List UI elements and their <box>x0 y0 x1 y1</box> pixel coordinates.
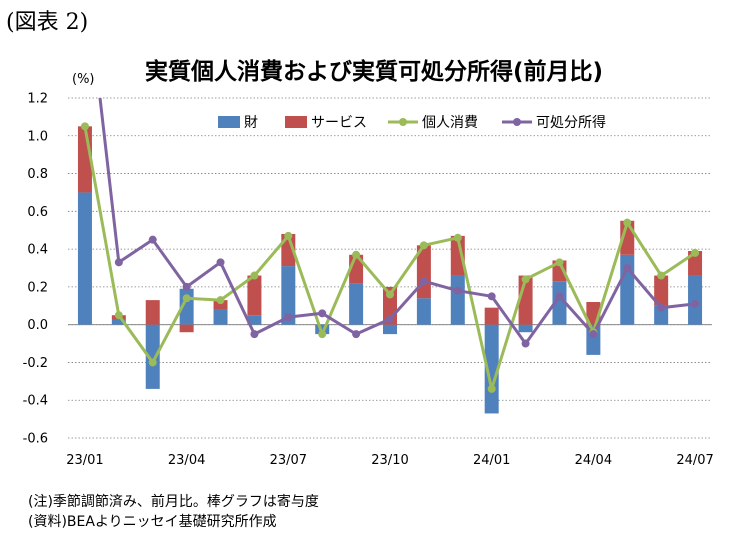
point-income <box>352 330 361 339</box>
legend-label-consumption: 個人消費 <box>422 115 478 131</box>
legend-label-income: 可処分所得 <box>536 114 606 131</box>
bars <box>77 126 703 414</box>
point-consumption <box>691 248 700 257</box>
y-tick-label: 0.2 <box>27 280 48 295</box>
y-tick-label: 1.2 <box>27 92 48 107</box>
x-tick-label: 23/10 <box>371 453 408 468</box>
y-tick-label: 1.0 <box>27 129 48 144</box>
legend: 財 サービス 個人消費 可処分所得 <box>218 114 606 131</box>
series-points <box>80 122 700 393</box>
bar-goods <box>552 281 567 325</box>
gridlines <box>68 97 712 439</box>
point-income <box>521 339 530 348</box>
chart-title: 実質個人消費および実質可処分所得(前月比) <box>144 59 604 85</box>
bar-services <box>450 235 465 276</box>
point-consumption <box>453 233 462 242</box>
y-tick-label: 0.0 <box>27 318 48 333</box>
point-income <box>419 277 428 286</box>
point-consumption <box>318 330 327 339</box>
y-tick-label: 0.8 <box>27 167 48 182</box>
bar-goods <box>281 266 296 325</box>
note-line: (注)季節調節済み、前月比。棒グラフは寄与度 <box>28 494 319 510</box>
y-axis-unit: (%) <box>72 72 95 87</box>
bar-goods <box>111 319 126 325</box>
legend-label-goods: 財 <box>244 115 258 131</box>
bar-goods <box>654 305 669 325</box>
point-income <box>148 235 157 244</box>
legend-marker-consumption <box>399 118 407 126</box>
bar-goods <box>315 324 330 335</box>
point-income <box>623 264 632 272</box>
legend-swatch-goods <box>218 116 240 128</box>
x-tick-label: 23/04 <box>168 453 205 468</box>
point-income <box>691 299 700 308</box>
point-income <box>453 286 462 295</box>
point-consumption <box>250 271 259 280</box>
bar-goods <box>383 324 397 335</box>
figure-label: (図表 2) <box>6 10 89 35</box>
y-tick-label: -0.6 <box>23 432 48 447</box>
bar-goods <box>349 283 364 325</box>
y-tick-label: 0.6 <box>27 205 48 220</box>
bar-services <box>247 275 262 316</box>
bar-goods <box>145 324 160 389</box>
y-tick-label: -0.4 <box>23 394 48 409</box>
point-consumption <box>80 122 89 131</box>
point-consumption <box>114 311 123 320</box>
y-tick-labels: 1.2 1.0 0.8 0.6 0.4 0.2 0.0 -0.2 -0.4 -0.6 <box>23 92 48 447</box>
x-tick-label: 23/01 <box>66 453 103 468</box>
source-line: (資料)BEAよりニッセイ基礎研究所作成 <box>28 514 277 530</box>
x-tick-label: 24/07 <box>676 453 713 468</box>
bar-goods <box>518 324 533 333</box>
bar-goods <box>416 298 431 325</box>
legend-label-services: サービス <box>311 115 367 131</box>
bar-services <box>145 300 160 325</box>
bar-services <box>484 307 499 325</box>
y-tick-label: -0.2 <box>23 356 48 371</box>
bar-goods <box>484 324 499 414</box>
point-income <box>250 330 259 339</box>
bar-services <box>688 251 703 276</box>
bar-goods <box>77 192 92 325</box>
point-consumption <box>352 250 361 259</box>
x-tick-label: 24/04 <box>575 453 612 468</box>
legend-marker-income <box>513 118 521 126</box>
bar-services <box>654 275 669 306</box>
y-tick-label: 0.4 <box>27 243 48 258</box>
point-income <box>284 313 293 322</box>
point-consumption <box>419 241 428 250</box>
bar-services <box>213 300 228 310</box>
bar-goods <box>450 275 465 325</box>
bar-goods <box>213 309 228 325</box>
notes: (注)季節調節済み、前月比。棒グラフは寄与度 (資料)BEAよりニッセイ基礎研究… <box>28 492 319 532</box>
bar-services <box>179 324 194 333</box>
point-income <box>386 315 394 323</box>
point-consumption <box>521 275 530 284</box>
x-tick-label: 24/01 <box>473 453 510 468</box>
point-income <box>216 258 225 267</box>
point-income <box>114 258 123 267</box>
point-consumption <box>148 358 157 367</box>
point-consumption <box>386 290 394 299</box>
line-consumption <box>83 126 696 391</box>
bar-goods <box>247 315 262 325</box>
x-tick-label: 23/07 <box>270 453 307 468</box>
point-consumption <box>555 258 564 267</box>
point-consumption <box>487 384 496 393</box>
point-income <box>589 330 598 339</box>
point-consumption <box>182 294 191 303</box>
point-consumption <box>216 296 225 305</box>
point-income <box>555 292 564 301</box>
point-income <box>657 303 666 312</box>
point-income <box>318 309 327 318</box>
point-consumption <box>284 231 293 240</box>
point-consumption <box>623 218 632 227</box>
legend-swatch-services <box>285 116 307 128</box>
point-consumption <box>657 271 666 280</box>
point-income <box>487 292 496 301</box>
x-tick-labels: 23/01 23/04 23/07 23/10 24/01 24/04 24/07 <box>66 453 714 468</box>
point-income <box>182 282 191 291</box>
